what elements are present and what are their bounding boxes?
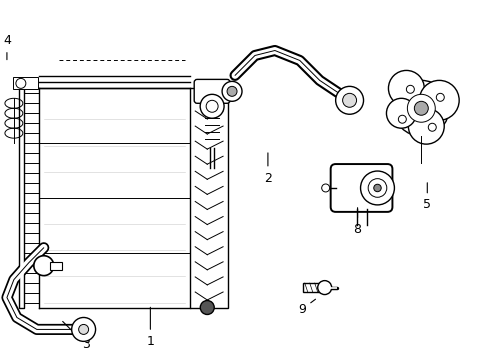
Circle shape	[406, 85, 415, 93]
Circle shape	[200, 94, 224, 118]
Circle shape	[343, 93, 357, 107]
Text: 4: 4	[3, 34, 11, 60]
FancyBboxPatch shape	[194, 80, 230, 103]
Circle shape	[398, 115, 406, 123]
Circle shape	[206, 100, 218, 112]
Text: 3: 3	[63, 321, 90, 351]
Circle shape	[336, 86, 364, 114]
Circle shape	[222, 81, 242, 101]
Circle shape	[415, 101, 428, 115]
Circle shape	[200, 81, 214, 95]
Polygon shape	[200, 95, 214, 105]
Circle shape	[34, 256, 54, 276]
Circle shape	[393, 80, 449, 136]
FancyBboxPatch shape	[331, 164, 392, 212]
Circle shape	[387, 98, 416, 128]
Circle shape	[428, 123, 436, 131]
Circle shape	[419, 80, 459, 120]
Text: 6: 6	[208, 193, 216, 224]
Circle shape	[408, 108, 444, 144]
Text: 1: 1	[147, 307, 154, 348]
Circle shape	[16, 78, 26, 88]
Text: 5: 5	[423, 183, 431, 211]
Circle shape	[368, 179, 387, 197]
Circle shape	[318, 280, 332, 294]
Bar	[50, 262, 62, 270]
Circle shape	[227, 86, 237, 96]
Bar	[19, 88, 24, 307]
Bar	[303, 283, 325, 292]
Circle shape	[436, 93, 444, 101]
Circle shape	[361, 171, 394, 205]
Bar	[190, 88, 228, 307]
Circle shape	[78, 324, 89, 334]
Text: 7: 7	[208, 128, 216, 149]
Circle shape	[407, 94, 435, 122]
Circle shape	[374, 184, 381, 192]
Circle shape	[322, 184, 330, 192]
Circle shape	[200, 301, 214, 315]
Circle shape	[72, 318, 96, 341]
Text: 2: 2	[264, 153, 272, 185]
Text: 9: 9	[298, 299, 316, 316]
Text: 8: 8	[354, 208, 362, 236]
Bar	[13, 77, 38, 89]
Circle shape	[389, 71, 424, 106]
